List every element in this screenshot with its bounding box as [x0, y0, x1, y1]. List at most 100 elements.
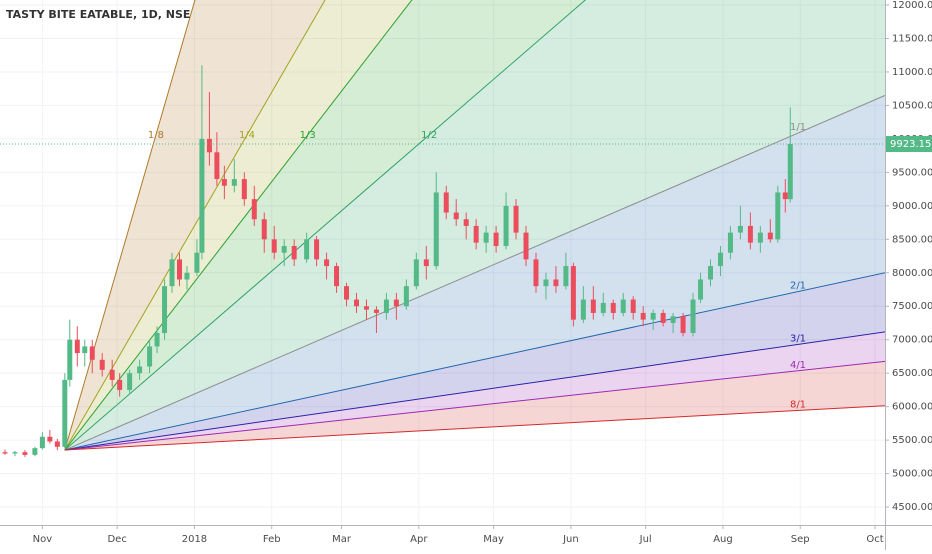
fan-label: 2/1 — [790, 281, 806, 292]
candle-body — [137, 366, 143, 374]
candle-body — [199, 138, 205, 253]
candle-body — [176, 259, 182, 280]
candle-body — [767, 232, 773, 240]
fan-label: 1/4 — [239, 130, 255, 141]
y-tick-label: 5500.00 — [892, 435, 932, 446]
fan-label: 1/8 — [148, 130, 164, 141]
grid — [0, 0, 885, 525]
y-tick-label: 9500.00 — [892, 167, 932, 178]
candle-body — [570, 266, 576, 320]
candle-body — [54, 441, 60, 447]
candle-body — [89, 346, 95, 360]
candle-body — [353, 299, 359, 307]
x-tick-label: Nov — [33, 534, 53, 545]
candle-body — [553, 279, 559, 287]
candle-body — [281, 245, 287, 253]
x-tick-label: Feb — [263, 534, 281, 545]
candle-body — [154, 333, 160, 347]
candle-body — [775, 192, 781, 240]
candle-body — [221, 179, 227, 186]
candle-body — [747, 225, 753, 243]
candle-body — [640, 312, 646, 320]
y-tick-label: 8500.00 — [892, 234, 932, 245]
candle-body — [82, 346, 88, 354]
x-tick-label: 2018 — [182, 534, 207, 545]
candle-body — [117, 379, 123, 390]
candle-body — [231, 179, 237, 186]
candle-body — [169, 259, 175, 287]
candle-body — [563, 266, 569, 287]
candle-body — [463, 219, 469, 226]
candle-body — [261, 219, 267, 240]
candle-body — [690, 299, 696, 334]
x-tick-label: Oct — [866, 534, 883, 545]
candle-body — [344, 286, 350, 300]
candle-body — [590, 299, 596, 313]
fan-label: 8/1 — [790, 399, 806, 410]
y-tick-label: 6500.00 — [892, 368, 932, 379]
candle-body — [67, 339, 73, 380]
x-tick-label: May — [483, 534, 504, 545]
y-tick-label: 9000.00 — [892, 201, 932, 212]
candle-body — [304, 239, 310, 260]
candle-body — [543, 279, 549, 287]
candle-body — [523, 232, 529, 260]
y-tick-label: 5000.00 — [892, 469, 932, 480]
x-tick-label: Dec — [107, 534, 126, 545]
candles — [0, 65, 885, 457]
candle-body — [62, 379, 68, 447]
candle-body — [194, 252, 200, 273]
candle-body — [473, 225, 479, 243]
candle-body — [147, 346, 153, 367]
y-tick-label: 8000.00 — [892, 268, 932, 279]
last-price-label: 9923.15 — [890, 139, 931, 150]
candle-body — [324, 259, 330, 267]
last-price-tag — [886, 136, 932, 153]
candle-body — [660, 312, 666, 323]
candle-body — [453, 212, 459, 220]
candle-body — [433, 192, 439, 267]
candle-body — [503, 205, 509, 246]
candle-body — [533, 259, 539, 287]
candle-body — [271, 239, 277, 253]
candle-body — [650, 312, 656, 320]
fan-label: 4/1 — [790, 360, 806, 371]
candle-body — [383, 299, 389, 313]
x-tick-label: Jul — [639, 534, 652, 545]
candle-body — [214, 152, 220, 180]
candle-body — [39, 436, 45, 449]
x-tick-label: Apr — [410, 534, 428, 545]
candle-body — [737, 225, 743, 233]
x-tick-label: Aug — [713, 534, 733, 545]
candle-body — [757, 232, 763, 243]
candle-body — [32, 448, 38, 455]
y-tick-label: 4500.00 — [892, 502, 932, 513]
candle-body — [493, 232, 499, 246]
candle-body — [47, 436, 53, 442]
candle-body — [184, 272, 190, 280]
candle-body — [620, 299, 626, 313]
x-tick-label: Jun — [562, 534, 579, 545]
fan-band — [64, 0, 885, 451]
candle-body — [373, 309, 379, 313]
chart-title: TASTY BITE EATABLE, 1D, NSE — [6, 8, 190, 21]
candle-body — [334, 266, 340, 287]
candle-body — [513, 205, 519, 233]
candle-body — [162, 286, 168, 334]
candle-body — [206, 138, 212, 153]
candle-body — [610, 302, 616, 313]
candle-body — [99, 359, 105, 370]
fan-label: 1/1 — [790, 122, 806, 133]
candle-body — [680, 316, 686, 334]
candle-body — [74, 339, 80, 354]
x-tick-label: Sep — [791, 534, 810, 545]
candle-body — [363, 306, 369, 310]
candle-body — [707, 266, 713, 280]
y-tick-label: 7000.00 — [892, 335, 932, 346]
candle-body — [12, 452, 18, 454]
candle-body — [717, 252, 723, 267]
fan-label: 1/2 — [421, 130, 437, 141]
y-tick-label: 12000.00 — [892, 0, 932, 11]
